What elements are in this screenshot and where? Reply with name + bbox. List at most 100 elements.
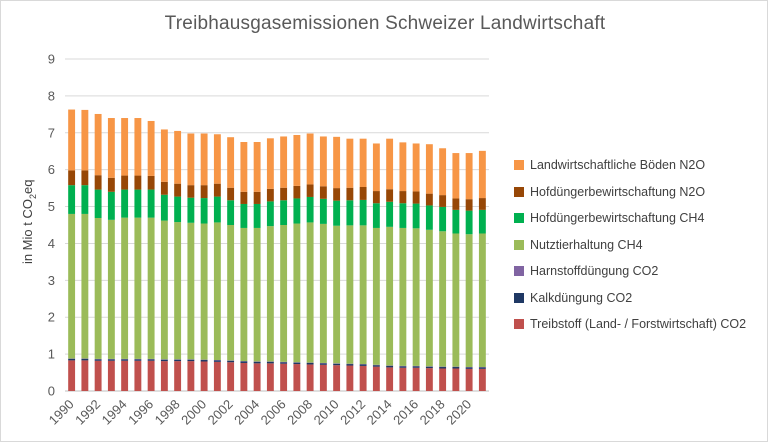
- bar-segment: [147, 360, 155, 391]
- bar-segment: [280, 200, 288, 225]
- bar-segment: [160, 181, 168, 195]
- legend-label: Nutztierhaltung CH4: [530, 237, 643, 252]
- bar-segment: [280, 187, 288, 201]
- bar-segment: [319, 186, 327, 199]
- bar-segment: [439, 148, 447, 196]
- bar-segment: [68, 213, 76, 359]
- bar-segment: [280, 362, 288, 364]
- bar-segment: [213, 222, 221, 361]
- bar-segment: [266, 361, 274, 364]
- bar-segment: [107, 360, 115, 391]
- bar-segment: [465, 367, 473, 369]
- bar-segment: [240, 362, 248, 391]
- bar-segment: [160, 361, 168, 391]
- bar-segment: [121, 118, 129, 176]
- bar-segment: [160, 129, 168, 182]
- bar-segment: [465, 234, 473, 368]
- bar-segment: [213, 183, 221, 197]
- bar-segment: [346, 365, 354, 391]
- x-tick-label: 2016: [390, 397, 421, 428]
- bar-segment: [386, 226, 394, 366]
- bar-segment: [160, 220, 168, 360]
- bar-segment: [412, 143, 420, 192]
- bar-segment: [266, 188, 274, 202]
- x-tick-label: 1996: [125, 397, 156, 428]
- y-tick-label: 0: [48, 384, 55, 399]
- bar-segment: [306, 364, 314, 391]
- bar-segment: [280, 225, 288, 362]
- legend-label: Hofdüngerbewirtschaftung N2O: [530, 184, 706, 199]
- bar-segment: [439, 368, 447, 391]
- bar-segment: [121, 217, 129, 359]
- bar-segment: [81, 360, 89, 391]
- bar-segment: [478, 198, 486, 210]
- bar-segment: [200, 360, 208, 362]
- bar-segment: [240, 203, 248, 228]
- legend-swatch: [514, 213, 524, 224]
- bar-segment: [81, 213, 89, 359]
- x-tick-label: 2014: [364, 397, 395, 428]
- bar-segment: [107, 219, 115, 359]
- bar-segment: [425, 368, 433, 391]
- bar-segment: [227, 360, 235, 363]
- bar-segment: [81, 109, 89, 171]
- bar-segment: [465, 210, 473, 235]
- bar-segment: [452, 368, 460, 391]
- bar-segment: [200, 185, 208, 199]
- bar-segment: [359, 138, 367, 188]
- bar-segment: [399, 191, 407, 204]
- legend-item: Nutztierhaltung CH4: [514, 232, 764, 259]
- bar-segment: [280, 363, 288, 391]
- bar-segment: [425, 205, 433, 230]
- bar-segment: [213, 134, 221, 184]
- bar-segment: [293, 362, 301, 365]
- legend-label: Hofdüngerbewirtschaftung CH4: [530, 211, 705, 226]
- bar-segment: [319, 136, 327, 187]
- bar-segment: [240, 227, 248, 362]
- x-tick-label: 2012: [337, 397, 368, 428]
- bar-segment: [147, 217, 155, 359]
- bar-segment: [187, 185, 195, 198]
- bar-segment: [266, 226, 274, 362]
- bar-segment: [94, 189, 102, 218]
- bar-segment: [121, 360, 129, 391]
- bar-segment: [359, 199, 367, 226]
- bar-segment: [200, 361, 208, 391]
- bar-segment: [359, 187, 367, 200]
- bar-segment: [134, 175, 142, 190]
- y-tick-label: 1: [48, 347, 55, 362]
- legend-item: Harnstoffdüngung CO2: [514, 258, 764, 285]
- legend-label: Treibstoff (Land- / Forstwirtschaft) CO2: [530, 317, 747, 332]
- bar-segment: [227, 225, 235, 361]
- bar-segment: [147, 120, 155, 176]
- bar-segment: [306, 362, 314, 365]
- bar-segment: [253, 203, 261, 228]
- legend-label: Harnstoffdüngung CO2: [530, 264, 659, 279]
- bar-segment: [319, 364, 327, 391]
- bar-segment: [399, 203, 407, 228]
- bar-segment: [425, 366, 433, 369]
- bar-segment: [293, 185, 301, 199]
- y-tick-label: 6: [48, 162, 55, 177]
- bar-segment: [187, 197, 195, 223]
- chart-title: Treibhausgasemissionen Schweizer Landwir…: [164, 13, 606, 34]
- bar-segment: [293, 134, 301, 186]
- bar-segment: [306, 133, 314, 185]
- bar-segment: [253, 191, 261, 204]
- bar-segment: [372, 366, 380, 391]
- bar-segment: [399, 367, 407, 391]
- bar-segment: [68, 185, 76, 214]
- bar-segment: [174, 222, 182, 360]
- bar-segment: [359, 225, 367, 365]
- bar-segment: [452, 209, 460, 234]
- legend-item: Hofdüngerbewirtschaftung CH4: [514, 205, 764, 232]
- bar-segment: [465, 199, 473, 211]
- bar-segment: [134, 118, 142, 176]
- x-tick-label: 1992: [72, 397, 103, 428]
- bar-segment: [187, 361, 195, 391]
- bar-segment: [399, 366, 407, 368]
- bar-segment: [174, 196, 182, 223]
- bar-segment: [293, 198, 301, 224]
- bar-segment: [94, 360, 102, 391]
